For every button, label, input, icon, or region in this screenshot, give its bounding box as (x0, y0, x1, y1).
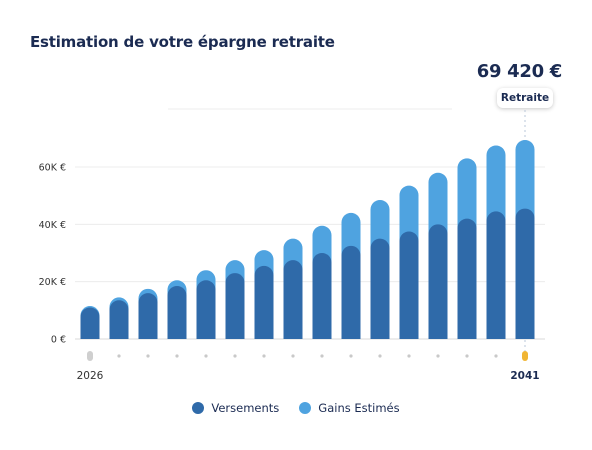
x-start-label: 2026 (77, 370, 104, 382)
year-dot-2037 (407, 354, 411, 358)
year-dot-2028 (146, 354, 150, 358)
bar-versements-2034 (312, 253, 332, 339)
year-dot-2039 (465, 354, 469, 358)
year-dot-2035 (349, 354, 353, 358)
year-dot-2029 (175, 354, 179, 358)
bar-versements-2033 (283, 260, 303, 339)
bar-base-2033 (283, 329, 303, 339)
bar-versements-2032 (254, 265, 274, 339)
legend-label-versements: Versements (211, 401, 280, 415)
legend-label-gains: Gains Estimés (318, 401, 400, 415)
bar-base-2040 (486, 329, 506, 339)
bar-base-2032 (254, 329, 274, 339)
y-tick-label-1: 20K € (39, 277, 66, 288)
year-dot-2030 (204, 354, 208, 358)
year-dot-2038 (436, 354, 440, 358)
bar-versements-2035 (341, 245, 361, 339)
bar-versements-2031 (225, 273, 245, 339)
y-tick-label-2: 40K € (39, 220, 66, 231)
bar-base-2026 (80, 329, 100, 339)
chart-title: Estimation de votre épargne retraite (30, 33, 335, 51)
bar-base-2035 (341, 329, 361, 339)
bar-versements-2030 (196, 280, 216, 339)
retirement-total: 69 420 € (476, 61, 563, 82)
retirement-tag[interactable]: Retraite (497, 88, 553, 108)
bar-versements-2027 (109, 300, 129, 339)
year-dot-2040 (494, 354, 498, 358)
legend-dot-versements (192, 402, 205, 414)
legend-item-versements[interactable]: Versements (192, 401, 279, 415)
x-end-label: 2041 (510, 370, 539, 382)
bar-base-2034 (312, 329, 332, 339)
legend-item-gains[interactable]: Gains Estimés (299, 401, 400, 415)
bar-base-2038 (428, 329, 448, 339)
bar-base-2036 (370, 329, 390, 339)
bar-versements-2029 (167, 285, 187, 339)
bar-base-2041 (515, 329, 535, 339)
bar-versements-2041 (515, 208, 535, 339)
bar-base-2037 (399, 329, 419, 339)
year-dot-2033 (291, 354, 295, 358)
bar-versements-2036 (370, 238, 390, 339)
start-marker (87, 351, 93, 361)
bar-base-2039 (457, 329, 477, 339)
legend-dot-gains (299, 402, 312, 414)
year-dot-2031 (233, 354, 237, 358)
bar-versements-2040 (486, 211, 506, 339)
chart-legend: Versements Gains Estimés (0, 401, 592, 415)
bar-base-2030 (196, 329, 216, 339)
bar-base-2028 (138, 329, 158, 339)
y-tick-label-0: 0 € (51, 335, 66, 346)
year-dot-2032 (262, 354, 266, 358)
end-marker (522, 351, 528, 361)
year-dot-2036 (378, 354, 382, 358)
y-tick-label-3: 60K € (39, 163, 66, 174)
bar-versements-2028 (138, 293, 158, 339)
year-dot-2034 (320, 354, 324, 358)
bar-base-2029 (167, 329, 187, 339)
bar-base-2031 (225, 329, 245, 339)
bar-versements-2038 (428, 224, 448, 339)
bar-base-2027 (109, 329, 129, 339)
year-dot-2027 (117, 354, 121, 358)
bar-versements-2039 (457, 218, 477, 339)
bar-versements-2037 (399, 231, 419, 339)
